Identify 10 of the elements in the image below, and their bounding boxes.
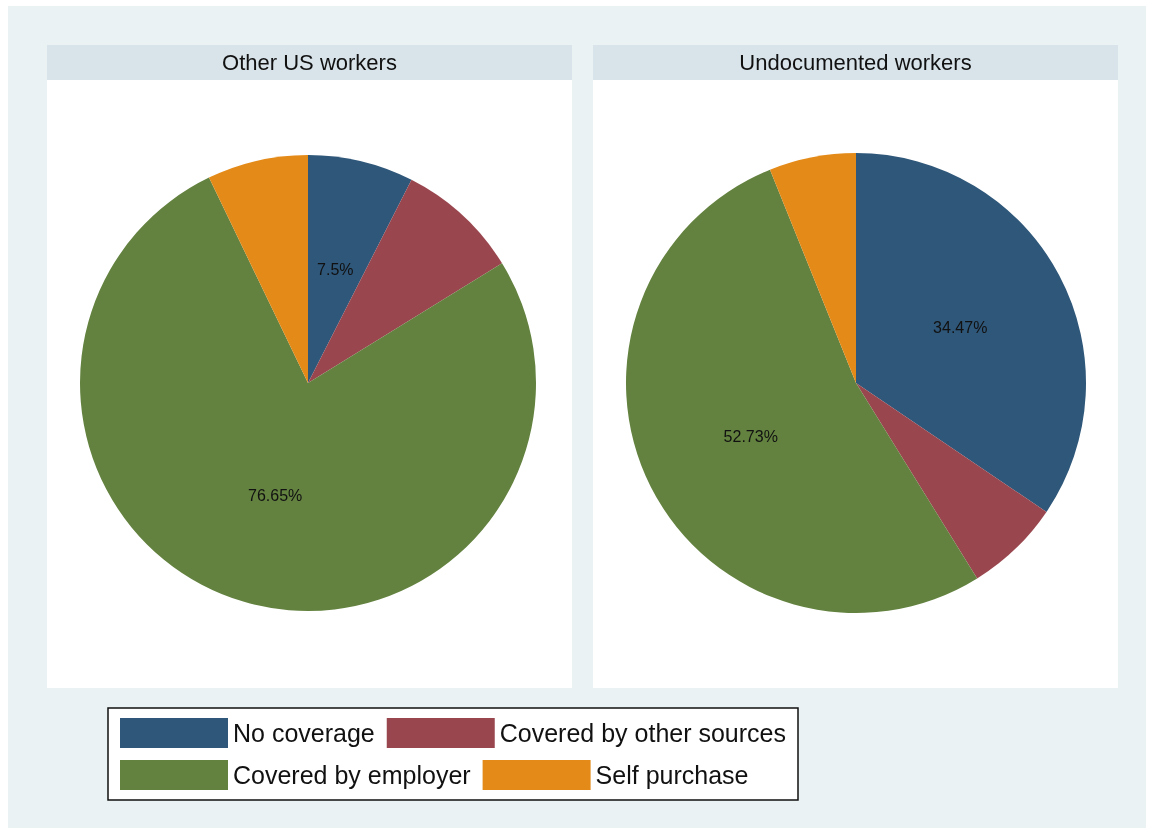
data-label: 76.65% [248,486,303,504]
legend-label: Covered by other sources [499,719,787,747]
slice-label: Other US workers [47,45,572,80]
data-label: 34.47% [933,319,988,337]
data-label: 7.5% [317,260,354,278]
legend-label: Self purchase [595,761,749,789]
legend-label: Covered by employer [233,761,471,789]
slice-label: Undocumented workers [593,45,1118,80]
data-label: 52.73% [723,427,778,445]
legend-label: No coverage [233,719,375,747]
